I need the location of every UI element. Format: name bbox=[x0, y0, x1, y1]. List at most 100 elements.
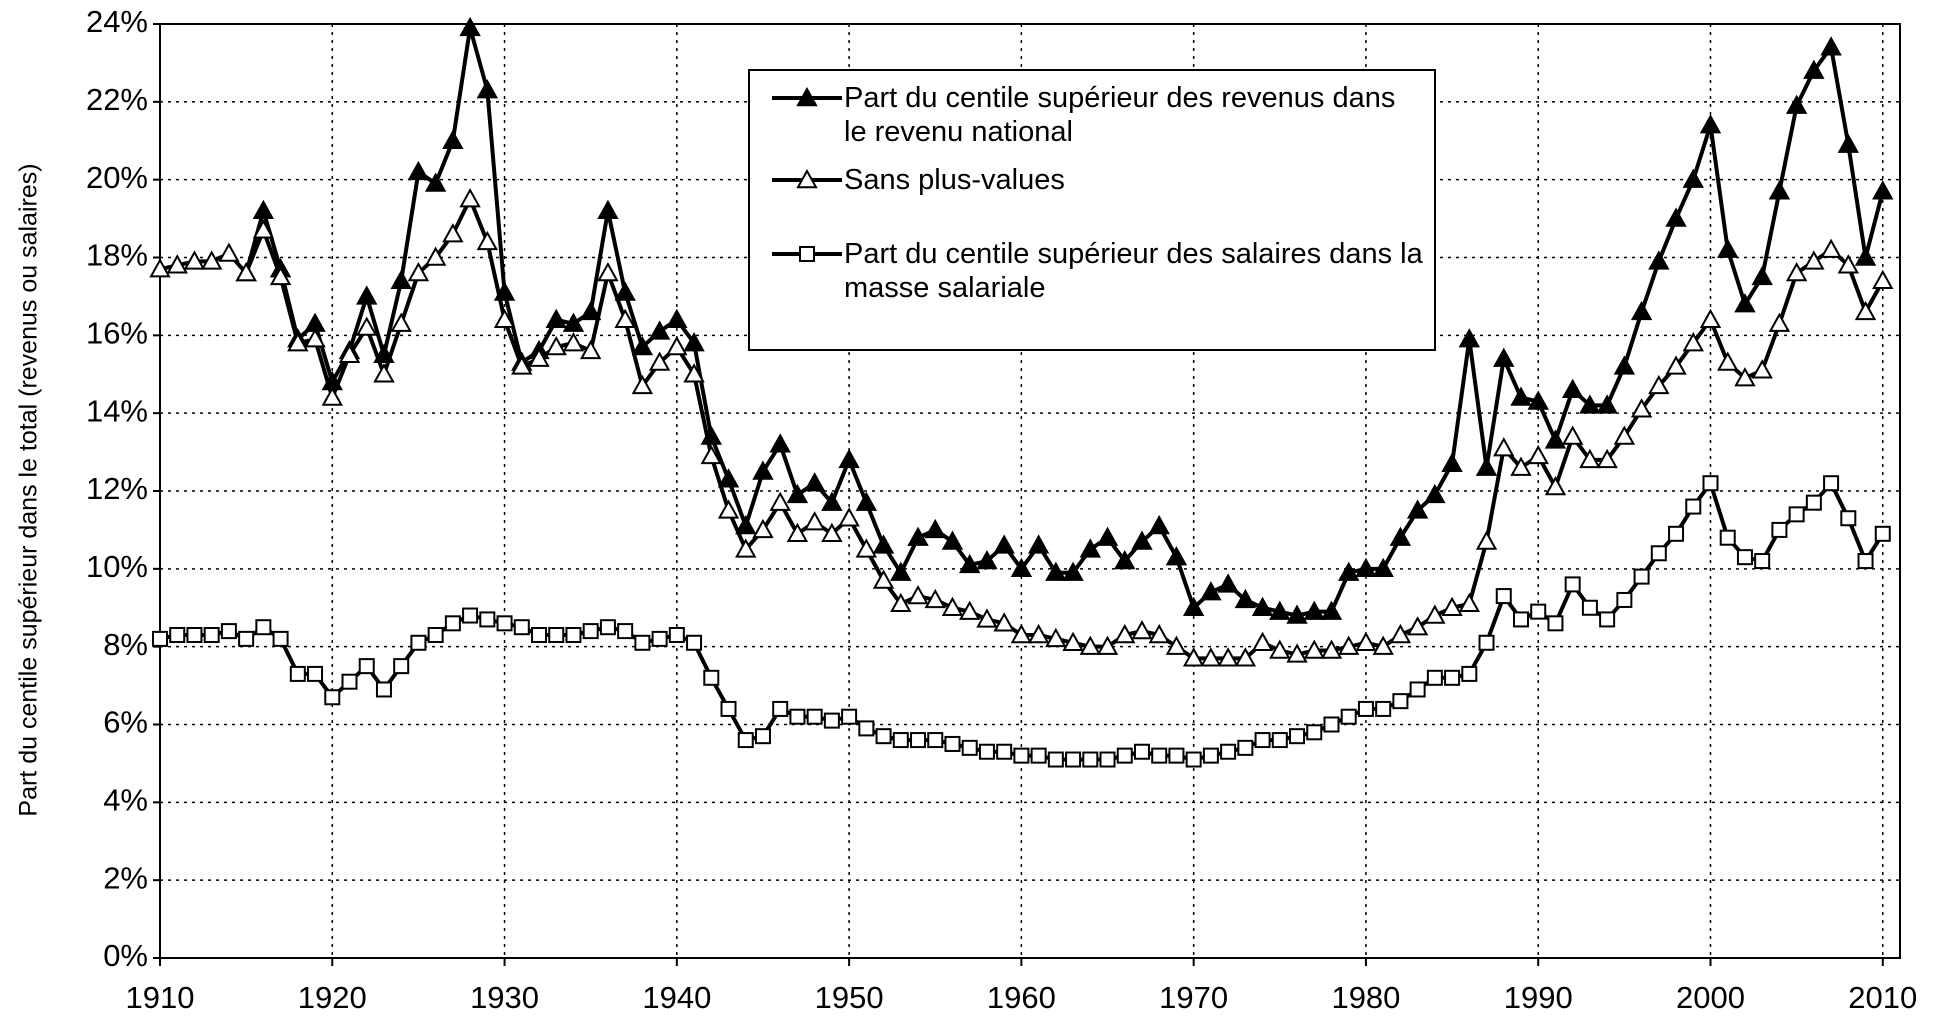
marker bbox=[1375, 700, 1392, 717]
marker bbox=[358, 658, 375, 675]
marker bbox=[1096, 526, 1119, 546]
marker bbox=[1027, 534, 1050, 554]
marker bbox=[1751, 359, 1773, 379]
marker bbox=[1286, 604, 1308, 624]
marker bbox=[1254, 732, 1271, 749]
marker bbox=[476, 230, 499, 251]
marker bbox=[1114, 549, 1136, 570]
marker bbox=[1424, 604, 1446, 624]
marker bbox=[1320, 600, 1343, 620]
marker bbox=[200, 250, 223, 270]
marker bbox=[1323, 716, 1340, 733]
legend-label: Part du centile supérieur des salaires d… bbox=[844, 238, 1423, 304]
marker bbox=[769, 491, 791, 511]
marker bbox=[1734, 367, 1756, 387]
marker bbox=[1045, 627, 1067, 648]
marker bbox=[666, 335, 688, 356]
marker bbox=[1271, 732, 1288, 749]
marker bbox=[752, 518, 774, 539]
marker bbox=[287, 332, 309, 352]
marker bbox=[1717, 351, 1739, 371]
marker bbox=[1217, 647, 1239, 667]
marker bbox=[737, 732, 754, 749]
series-line bbox=[244, 25, 1885, 618]
marker bbox=[1079, 538, 1101, 558]
marker bbox=[941, 596, 964, 616]
marker bbox=[1099, 751, 1116, 768]
marker bbox=[1269, 639, 1291, 659]
marker bbox=[1340, 708, 1357, 725]
marker bbox=[183, 250, 206, 270]
marker bbox=[1200, 647, 1222, 667]
marker bbox=[683, 363, 705, 383]
marker bbox=[648, 320, 671, 340]
marker bbox=[407, 262, 430, 282]
marker bbox=[476, 79, 499, 99]
marker bbox=[1493, 437, 1515, 457]
marker bbox=[1475, 456, 1498, 476]
marker bbox=[1495, 588, 1512, 605]
marker bbox=[565, 626, 582, 643]
marker bbox=[1768, 180, 1791, 200]
marker bbox=[442, 129, 464, 149]
y-tick-label: 0% bbox=[103, 938, 148, 973]
marker bbox=[796, 168, 818, 189]
marker bbox=[803, 511, 826, 531]
marker bbox=[1289, 728, 1306, 745]
marker bbox=[872, 534, 895, 554]
marker bbox=[1785, 262, 1808, 282]
marker bbox=[821, 522, 843, 543]
marker bbox=[1251, 596, 1274, 616]
marker bbox=[875, 728, 892, 745]
marker bbox=[683, 332, 705, 352]
marker bbox=[1096, 635, 1119, 655]
marker bbox=[1409, 681, 1426, 698]
marker bbox=[855, 538, 878, 558]
marker bbox=[1788, 506, 1805, 523]
series-line bbox=[159, 481, 1885, 762]
legend-symbol bbox=[772, 86, 842, 107]
marker bbox=[235, 262, 257, 282]
marker bbox=[1045, 561, 1067, 581]
marker bbox=[579, 300, 602, 321]
legend-item: Part du centile supérieur des revenus da… bbox=[750, 81, 1434, 149]
marker bbox=[735, 538, 757, 558]
marker bbox=[1320, 639, 1343, 659]
x-tick-label: 1990 bbox=[1504, 980, 1573, 1015]
marker bbox=[531, 626, 548, 643]
marker bbox=[993, 612, 1015, 632]
legend-item: Sans plus-values bbox=[750, 163, 1434, 197]
marker bbox=[1269, 600, 1291, 620]
marker bbox=[1182, 596, 1205, 616]
marker bbox=[169, 626, 186, 643]
y-tick-label: 14% bbox=[86, 393, 148, 428]
marker bbox=[1719, 529, 1736, 546]
marker bbox=[1616, 591, 1633, 608]
y-tick-label: 2% bbox=[103, 860, 148, 895]
marker bbox=[1579, 394, 1601, 414]
marker bbox=[617, 623, 634, 640]
marker bbox=[1510, 456, 1532, 476]
marker bbox=[976, 608, 998, 628]
legend: Part du centile supérieur des revenus da… bbox=[748, 69, 1436, 351]
marker bbox=[806, 708, 823, 725]
marker bbox=[1338, 561, 1360, 581]
marker bbox=[218, 242, 240, 262]
marker bbox=[976, 549, 998, 570]
marker bbox=[1682, 332, 1704, 352]
marker bbox=[324, 689, 341, 706]
x-tick-label: 2010 bbox=[1848, 980, 1917, 1015]
marker bbox=[754, 728, 771, 745]
marker bbox=[1613, 355, 1636, 375]
marker bbox=[220, 623, 237, 640]
marker bbox=[548, 626, 565, 643]
marker bbox=[393, 658, 410, 675]
marker bbox=[528, 347, 550, 367]
marker bbox=[1530, 603, 1547, 620]
marker bbox=[1303, 600, 1325, 620]
legend-symbol bbox=[772, 168, 842, 189]
marker bbox=[1458, 328, 1481, 348]
marker bbox=[1771, 521, 1788, 538]
marker bbox=[1561, 425, 1584, 445]
y-tick-label: 10% bbox=[86, 549, 148, 584]
